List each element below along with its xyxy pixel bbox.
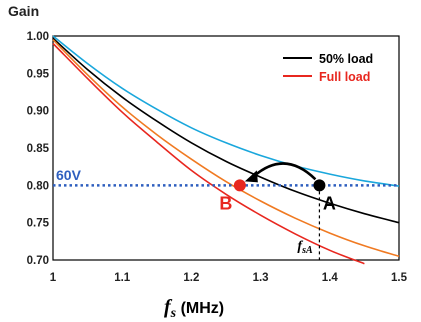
fsa-label: fsA [297,239,313,256]
reference-line-label: 60V [56,167,82,183]
y-tick-label: 1.00 [27,31,49,43]
curve-50-load [52,37,400,224]
x-tick-label: 1.4 [322,272,339,284]
y-tick-label: 0.90 [27,106,49,118]
curve-cyan [52,35,400,187]
x-tick-label: 1.1 [114,272,131,284]
x-tick-label: 1.5 [391,272,408,284]
point-b-label: B [219,193,232,213]
x-axis-label: fs (MHz) [164,296,224,321]
x-tick-labels: 1 1.1 1.2 1.3 1.4 1.5 [50,272,408,284]
shift-arrowhead [244,170,258,183]
shift-arrow [252,162,317,181]
legend: 50% load Full load [283,52,373,84]
y-axis-label: Gain [8,3,39,19]
y-tick-label: 0.95 [27,68,50,80]
y-tick-labels: 0.70 0.75 0.80 0.85 0.90 0.95 1.00 [27,31,50,267]
point-b-marker [233,179,246,192]
series-group [52,35,400,265]
operating-points: AB [219,179,336,213]
y-tick-label: 0.80 [27,180,49,192]
x-tick-label: 1.2 [183,272,199,284]
curve-orange [52,39,400,258]
y-tick-label: 0.85 [27,143,50,155]
point-a-marker [313,179,326,192]
point-a-label: A [323,193,336,213]
y-tick-label: 0.75 [27,218,50,230]
curve-full-load [52,42,365,265]
x-tick-label: 1 [50,272,57,284]
x-tick-label: 1.3 [253,272,269,284]
y-tick-label: 0.70 [27,255,49,267]
plot-area-frame [52,35,400,261]
legend-label-50-load: 50% load [319,52,373,66]
legend-label-full-load: Full load [319,70,370,84]
